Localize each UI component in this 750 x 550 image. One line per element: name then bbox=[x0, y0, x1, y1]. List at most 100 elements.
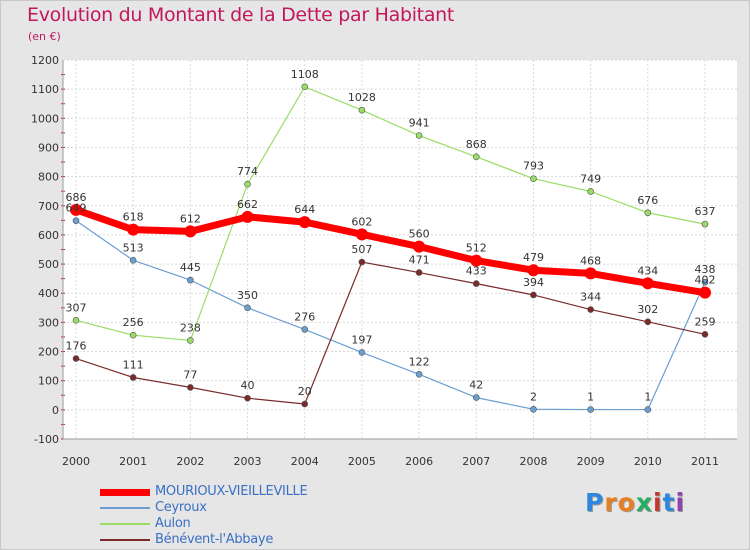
x-tick-label: 2005 bbox=[348, 455, 376, 468]
proxiti-logo: Proxiti bbox=[585, 488, 685, 517]
data-label: 1108 bbox=[291, 68, 319, 81]
data-label: 111 bbox=[123, 358, 144, 371]
data-label: 749 bbox=[580, 172, 601, 185]
y-tick-label: 1100 bbox=[31, 83, 59, 96]
y-tick-label: 200 bbox=[38, 346, 59, 359]
data-point bbox=[187, 337, 194, 344]
chart-subtitle: (en €) bbox=[28, 30, 61, 43]
data-label: 122 bbox=[409, 355, 430, 368]
data-point bbox=[472, 153, 480, 161]
data-point bbox=[298, 216, 311, 229]
data-label: 438 bbox=[695, 263, 716, 276]
y-tick-label: -100 bbox=[34, 433, 59, 446]
x-tick-label: 2011 bbox=[691, 455, 719, 468]
data-point bbox=[358, 106, 366, 114]
plot-area bbox=[63, 60, 737, 439]
legend-label: MOURIOUX-VIEILLEVILLE bbox=[155, 484, 308, 499]
data-point bbox=[72, 355, 80, 362]
data-point bbox=[301, 326, 309, 333]
logo-letter: x bbox=[635, 488, 653, 517]
data-label: 793 bbox=[523, 160, 544, 173]
data-point bbox=[129, 331, 137, 339]
x-tick-label: 2002 bbox=[176, 455, 204, 468]
data-point bbox=[587, 406, 594, 413]
data-label: 344 bbox=[580, 291, 601, 304]
x-tick-label: 2010 bbox=[634, 455, 662, 468]
data-point bbox=[72, 317, 80, 324]
y-tick-label: 900 bbox=[38, 141, 59, 154]
data-point bbox=[244, 180, 251, 188]
logo-letter: r bbox=[604, 488, 618, 517]
data-point bbox=[129, 374, 137, 381]
data-label: 479 bbox=[523, 251, 544, 264]
series-line-3 bbox=[75, 261, 706, 405]
data-label: 868 bbox=[466, 138, 487, 151]
data-label: 512 bbox=[466, 242, 487, 255]
data-point bbox=[701, 278, 709, 286]
y-tick-label: 500 bbox=[38, 258, 59, 271]
legend-swatch bbox=[100, 523, 150, 525]
x-tick-label: 2006 bbox=[405, 455, 433, 468]
data-label: 2 bbox=[530, 390, 537, 403]
data-label: 445 bbox=[180, 261, 201, 274]
data-point bbox=[699, 286, 711, 299]
x-tick-label: 2009 bbox=[577, 455, 605, 468]
legend-swatch bbox=[100, 539, 150, 541]
data-label: 307 bbox=[66, 301, 87, 314]
data-point bbox=[472, 280, 480, 287]
data-label: 176 bbox=[66, 340, 87, 353]
x-tick-label: 2004 bbox=[291, 455, 319, 468]
series-line-1 bbox=[75, 220, 706, 411]
data-label: 42 bbox=[469, 379, 483, 392]
data-label: 1 bbox=[644, 391, 651, 404]
logo-letter: i bbox=[653, 488, 663, 517]
data-label: 471 bbox=[409, 254, 430, 267]
y-tick-label: 700 bbox=[38, 200, 59, 213]
data-point bbox=[415, 132, 423, 139]
data-label: 350 bbox=[237, 289, 258, 302]
data-label: 774 bbox=[237, 165, 258, 178]
data-label: 507 bbox=[351, 243, 372, 256]
logo-letter: P bbox=[585, 488, 605, 517]
data-point bbox=[301, 400, 309, 408]
data-label: 662 bbox=[237, 198, 258, 211]
data-point bbox=[187, 384, 194, 391]
data-point bbox=[587, 188, 594, 195]
x-tick-label: 2007 bbox=[462, 455, 490, 468]
y-tick-label: 100 bbox=[38, 375, 59, 388]
x-tick-label: 2000 bbox=[62, 455, 90, 468]
series-line-0 bbox=[74, 206, 706, 297]
y-tick-label: 1200 bbox=[31, 54, 59, 67]
data-label: 40 bbox=[241, 379, 255, 392]
data-point bbox=[184, 225, 197, 238]
data-label: 256 bbox=[123, 316, 144, 329]
legend-label: Bénévent-l'Abbaye bbox=[155, 532, 274, 547]
data-point bbox=[644, 209, 652, 217]
series-line-2 bbox=[75, 86, 706, 342]
data-point bbox=[187, 276, 194, 284]
data-label: 676 bbox=[637, 194, 658, 207]
data-label: 402 bbox=[695, 274, 716, 287]
data-label: 434 bbox=[637, 264, 658, 277]
data-point bbox=[358, 349, 366, 356]
logo-letter: i bbox=[675, 488, 686, 517]
data-point bbox=[530, 291, 537, 299]
legend-label: Aulon bbox=[155, 516, 191, 531]
data-point bbox=[415, 370, 423, 378]
data-point bbox=[244, 304, 251, 312]
data-point bbox=[530, 175, 537, 182]
data-label: 649 bbox=[66, 202, 87, 215]
data-label: 618 bbox=[123, 211, 144, 224]
y-tick-label: 400 bbox=[38, 287, 59, 300]
data-point bbox=[701, 220, 709, 228]
y-tick-label: 0 bbox=[52, 404, 59, 417]
data-point bbox=[644, 406, 652, 413]
data-label: 197 bbox=[351, 333, 372, 346]
data-point bbox=[472, 394, 480, 401]
data-point bbox=[301, 83, 309, 91]
data-point bbox=[644, 318, 652, 326]
legend-label: Ceyroux bbox=[155, 500, 207, 515]
data-point bbox=[127, 223, 140, 236]
data-label: 20 bbox=[298, 385, 312, 398]
